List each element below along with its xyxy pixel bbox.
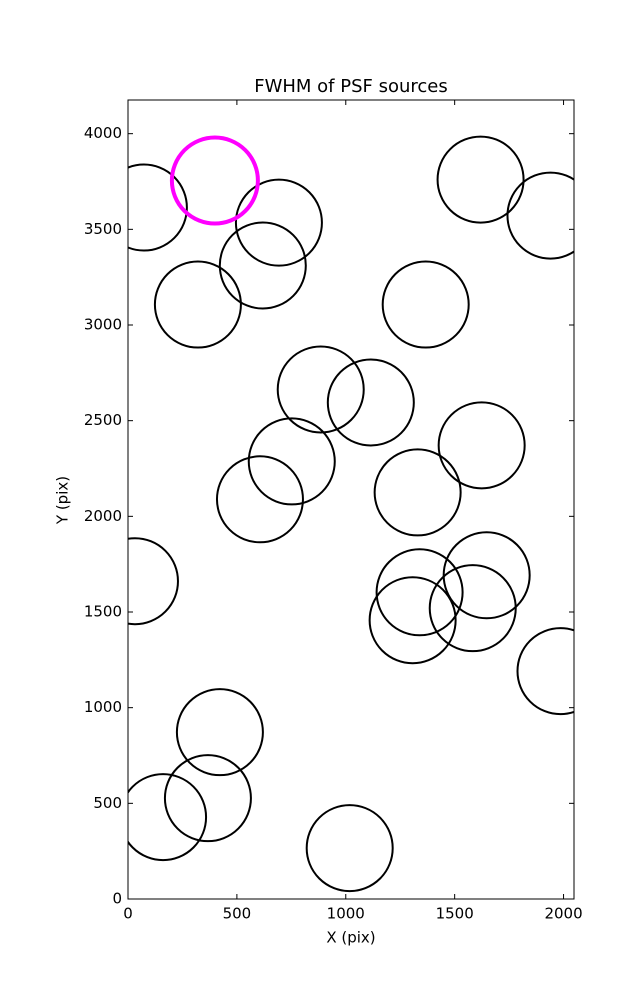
- y-tick-label: 3500: [84, 220, 122, 238]
- source-circle: [368, 576, 457, 665]
- source-circle: [128, 773, 208, 862]
- source-circle: [175, 688, 264, 777]
- source-circle: [373, 448, 462, 537]
- x-tick-label: 500: [223, 905, 252, 923]
- source-circle: [436, 135, 525, 224]
- plot-frame: [127, 99, 575, 900]
- y-tick-label: 0: [112, 890, 122, 908]
- source-circle: [437, 401, 526, 490]
- y-tick-label: 500: [93, 794, 122, 812]
- source-circle: [234, 178, 323, 267]
- source-circle: [163, 754, 252, 843]
- source-circle: [169, 135, 260, 226]
- source-circle: [305, 804, 394, 893]
- source-circle: [326, 358, 415, 447]
- y-tick-label: 1500: [84, 603, 122, 621]
- y-axis-label: Y (pix): [54, 476, 72, 525]
- chart-title: FWHM of PSF sources: [254, 76, 448, 97]
- x-tick-label: 1000: [327, 905, 365, 923]
- source-circle: [128, 163, 188, 252]
- source-circle: [218, 221, 307, 310]
- source-circle: [128, 537, 179, 626]
- source-circle: [276, 345, 365, 434]
- x-tick-label: 2000: [544, 905, 582, 923]
- source-circle: [442, 531, 531, 620]
- source-circle: [247, 417, 336, 506]
- y-tick-label: 3000: [84, 316, 122, 334]
- source-circle: [153, 260, 242, 349]
- y-tick-label: 2000: [84, 507, 122, 525]
- y-tick-label: 2500: [84, 411, 122, 429]
- x-tick-label: 1500: [436, 905, 474, 923]
- source-circle: [516, 627, 574, 716]
- source-circle: [381, 260, 470, 349]
- source-circle: [506, 171, 574, 260]
- y-tick-label: 1000: [84, 698, 122, 716]
- plot-area: [128, 135, 574, 893]
- y-tick-label: 4000: [84, 124, 122, 142]
- source-circle: [215, 455, 304, 544]
- x-tick-label: 0: [123, 905, 133, 923]
- x-axis-label: X (pix): [326, 929, 375, 947]
- source-circle: [375, 548, 464, 637]
- source-circle: [428, 564, 517, 653]
